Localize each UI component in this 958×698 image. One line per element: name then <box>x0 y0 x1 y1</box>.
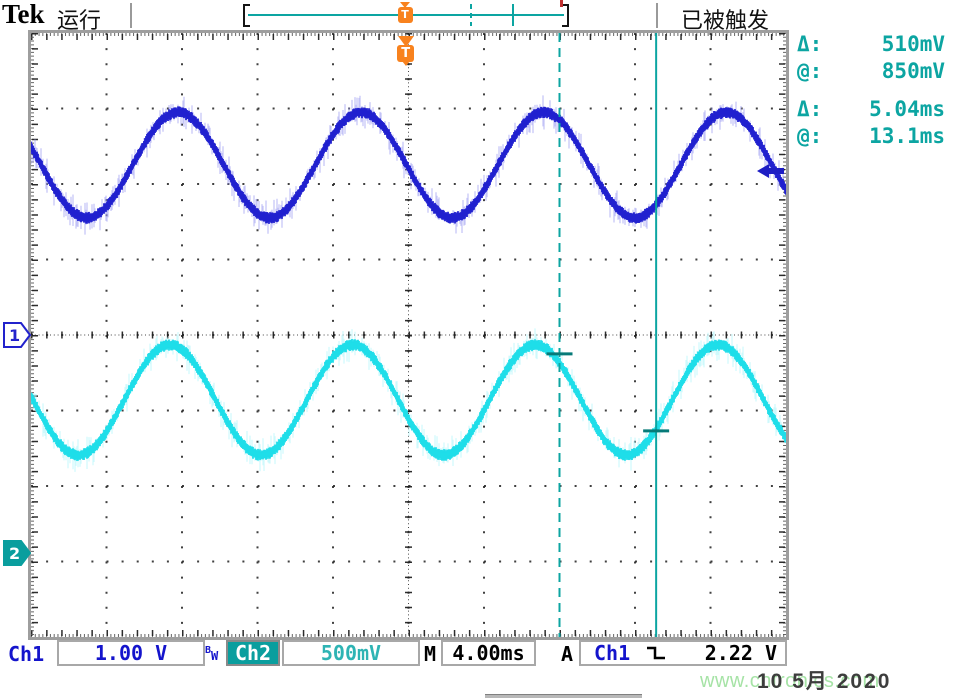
trigger-arrow-icon <box>397 36 414 47</box>
at-label: @: <box>797 124 823 148</box>
bw-w: W <box>211 649 219 663</box>
tek-logo: Tek <box>2 0 45 29</box>
trigger-tail-icon <box>401 61 410 66</box>
separator <box>656 3 658 28</box>
trigger-type-label: A <box>561 642 574 666</box>
delta-value: 5.04ms <box>869 97 945 121</box>
red-tick <box>560 0 563 7</box>
record-bracket-right-icon <box>562 4 569 27</box>
cursor-at-voltage: @: 850mV <box>797 58 945 85</box>
ch1-marker-shape <box>3 322 31 348</box>
trigger-arrow-icon <box>400 2 411 8</box>
cursor-delta-voltage: Δ: 510mV <box>797 31 945 58</box>
delta-value: 510mV <box>881 32 945 56</box>
delta-label: Δ: <box>797 32 823 56</box>
cursor-delta-time: Δ: 5.04ms <box>797 96 945 123</box>
ch1-label: Ch1 <box>8 642 45 666</box>
record-view-bar: T <box>243 2 569 28</box>
trigger-level-value: 2.22 V <box>704 641 777 665</box>
top-status-bar: Tek 运行 T 已被触发 <box>0 0 958 33</box>
ch1-scale-readout: 1.00 V <box>57 640 205 666</box>
timebase-readout: 4.00ms <box>441 640 536 666</box>
ch2-ground-marker[interactable]: 2 <box>3 540 31 567</box>
ch2-label: Ch2 <box>234 641 272 665</box>
status-bar: Ch1 1.00 V BW Ch2 500mV M 4.00ms A Ch1 2… <box>0 640 790 668</box>
at-label: @: <box>797 59 823 83</box>
trigger-level-arrow[interactable] <box>755 163 785 179</box>
record-bracket-left-icon <box>243 4 250 27</box>
trigger-t-icon: T <box>397 45 415 62</box>
main-timebase-label: M <box>424 642 437 666</box>
graticule-area <box>28 30 789 640</box>
bw-b: B <box>205 645 212 656</box>
date-stamp: 10 5月 2020 <box>757 670 892 693</box>
record-cursor1-tick[interactable] <box>470 4 473 26</box>
at-value: 13.1ms <box>869 124 945 148</box>
record-cursor2-tick[interactable] <box>511 4 514 26</box>
ch1-scale-value: 1.00 V <box>94 641 168 665</box>
waveform-display <box>29 33 787 637</box>
bandwidth-limit-icon: BW <box>205 642 218 666</box>
ch1-ground-marker[interactable]: 1 <box>3 322 31 348</box>
trigger-status: 已被触发 <box>681 8 770 33</box>
watermark: www.cntronics.com <box>700 670 880 692</box>
ch2-scale-readout: 500mV <box>282 640 420 666</box>
trigger-source: Ch1 <box>594 641 631 665</box>
ch1-marker-label: 1 <box>9 326 20 345</box>
at-value: 850mV <box>881 59 945 83</box>
ch2-marker-label: 2 <box>9 544 20 563</box>
separator <box>130 3 132 28</box>
ch2-scale-value: 500mV <box>320 641 382 665</box>
acquisition-status: 运行 <box>57 8 102 33</box>
trigger-position-marker[interactable]: T <box>397 36 415 66</box>
trigger-readout: Ch1 2.22 V <box>579 640 787 666</box>
trigger-t-icon: T <box>397 7 413 23</box>
falling-edge-icon <box>647 646 666 660</box>
cursor-at-time: @: 13.1ms <box>797 123 945 150</box>
measurement-readouts: Δ: 510mV @: 850mV Δ: 5.04ms @: 13.1ms <box>797 31 945 150</box>
window-edge <box>485 694 642 698</box>
ch2-label-tab: Ch2 <box>226 640 280 666</box>
timebase-value: 4.00ms <box>452 641 525 665</box>
delta-label: Δ: <box>797 97 823 121</box>
left-arrow-icon <box>757 164 784 179</box>
record-trigger-marker[interactable]: T <box>397 2 413 23</box>
ch2-marker-shape <box>3 540 31 567</box>
